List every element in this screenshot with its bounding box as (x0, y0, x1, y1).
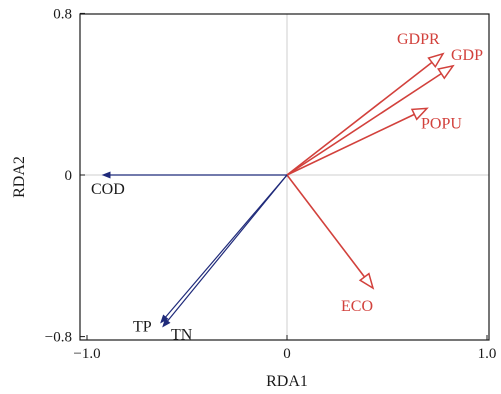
vector-label-cod: COD (91, 181, 125, 198)
arrowhead-gdp (437, 64, 455, 80)
vector-eco: ECO (286, 174, 375, 315)
vector-cod: COD (91, 171, 287, 198)
x-tick-label: 1.0 (478, 346, 497, 362)
arrowhead-cod (101, 171, 111, 179)
x-tick-label: 0 (283, 346, 291, 362)
arrowhead-eco (358, 272, 375, 290)
arrowhead-tn (162, 318, 171, 328)
vector-label-eco: ECO (341, 298, 373, 315)
x-axis-label: RDA1 (266, 373, 308, 390)
vector-label-gdpr: GDPR (397, 31, 440, 48)
vector-tn: TN (162, 174, 288, 344)
vector-line-popu (286, 113, 415, 176)
vector-tp: TP (133, 174, 288, 335)
vector-label-tp: TP (133, 318, 152, 335)
y-tick-label: 0 (65, 168, 73, 184)
vector-line-tp (165, 174, 288, 318)
plot-frame (79, 13, 490, 341)
vector-label-popu: POPU (421, 115, 462, 132)
vector-line-eco (286, 174, 366, 278)
vector-line-gdp (286, 72, 442, 176)
vector-label-gdp: GDP (451, 47, 483, 64)
vector-gdp: GDP (286, 47, 483, 176)
y-tick-label: 0.8 (53, 6, 72, 22)
arrowhead-gdpr (427, 52, 445, 69)
vector-gdpr: GDPR (286, 31, 445, 176)
x-tick-label: −1.0 (73, 346, 100, 362)
y-tick-label: −0.8 (45, 330, 72, 346)
vector-line-gdpr (286, 61, 433, 176)
vector-label-tn: TN (171, 327, 193, 344)
arrowhead-popu (410, 107, 429, 121)
vector-popu: POPU (286, 107, 462, 176)
vector-line-tn (166, 174, 288, 322)
y-axis-label: RDA2 (11, 156, 28, 198)
